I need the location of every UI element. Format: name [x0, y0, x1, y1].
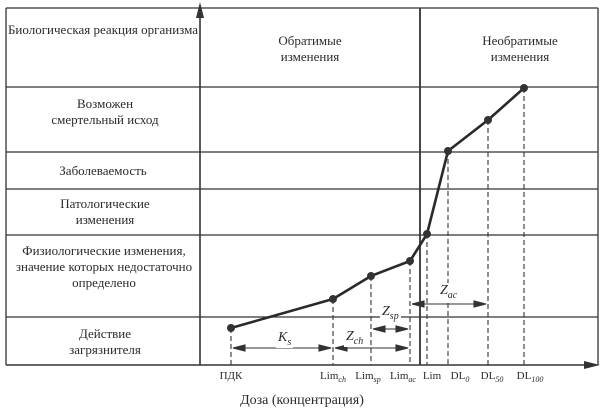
row-label-physiological: Физиологические изменения, значение кото…	[15, 243, 193, 290]
y-axis	[196, 2, 204, 365]
tick-lim: Lim	[422, 370, 442, 382]
tick-dl50: DL50	[480, 370, 504, 385]
grid-lines	[5, 7, 599, 365]
header-row-label: Биологическая реакция организма	[7, 22, 199, 37]
row-label-pathological: Патологические изменения	[60, 196, 150, 227]
tick-pdk: ПДК	[219, 370, 243, 382]
row-label-morbidity: Заболеваемость	[59, 163, 147, 178]
tick-lim-ch: Limch	[320, 370, 346, 385]
dashed-guides	[230, 88, 525, 365]
row-label-pollutant-action: Действие загрязнителя	[69, 326, 141, 357]
zone-label-zac: Zac	[438, 283, 460, 301]
tick-dl100: DL100	[516, 370, 544, 385]
row-label-lethal: Возможен смертельный исход	[51, 96, 159, 127]
zone-label-zsp: Zsp	[380, 304, 401, 322]
zone-label-zch: Zch	[344, 329, 366, 347]
tick-lim-ac: Limac	[390, 370, 416, 385]
x-axis	[6, 361, 600, 369]
dose-response-curve	[227, 84, 528, 332]
tick-lim-sp: Limsp	[355, 370, 381, 385]
tick-dl0: DL0	[450, 370, 470, 385]
header-irreversible: Необратимые изменения	[482, 33, 558, 64]
zone-label-ks: Ks	[276, 330, 294, 348]
curve-points	[227, 84, 528, 332]
x-axis-label: Доза (концентрация)	[240, 393, 364, 408]
header-reversible: Обратимые изменения	[278, 33, 342, 64]
